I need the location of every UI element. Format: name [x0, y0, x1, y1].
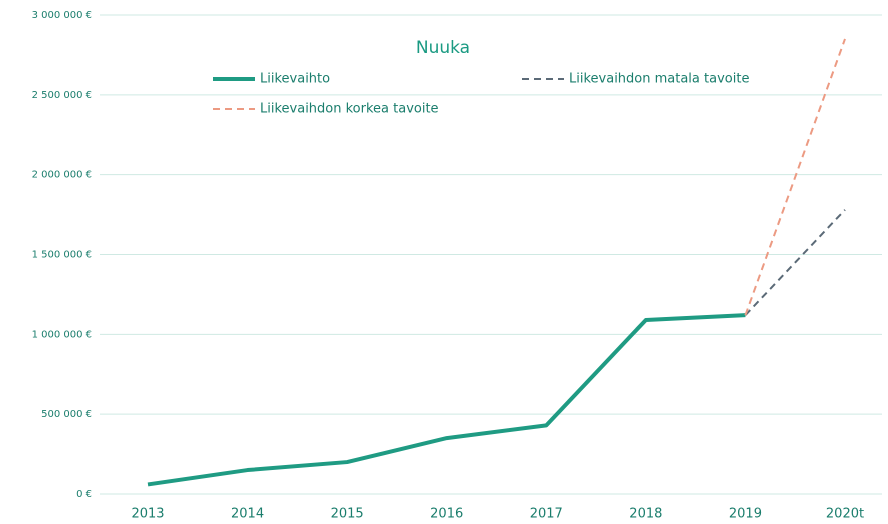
y-tick-label: 1 500 000 € — [32, 250, 92, 261]
y-tick-label: 3 000 000 € — [32, 10, 92, 21]
x-tick-label: 2014 — [231, 507, 264, 522]
series-line — [744, 38, 846, 316]
x-tick-label: 2018 — [629, 507, 662, 522]
x-tick-label: 2015 — [331, 507, 364, 522]
y-tick-label: 2 000 000 € — [32, 170, 92, 181]
series-line — [744, 209, 846, 316]
y-tick-label: 500 000 € — [41, 409, 92, 420]
x-tick-label: 2016 — [430, 507, 463, 522]
y-tick-label: 2 500 000 € — [32, 90, 92, 101]
series-line — [147, 313, 746, 487]
x-tick-label: 2017 — [530, 507, 563, 522]
legend-label: Liikevaihdon matala tavoite — [569, 72, 749, 87]
chart-title: Nuuka — [416, 38, 470, 58]
legend-label: Liikevaihto — [260, 72, 330, 87]
x-tick-label: 2013 — [131, 507, 164, 522]
legend-label: Liikevaihdon korkea tavoite — [260, 102, 439, 117]
x-tick-label: 2020t — [826, 507, 864, 522]
x-tick-label: 2019 — [729, 507, 762, 522]
y-tick-label: 1 000 000 € — [32, 329, 92, 340]
y-tick-label: 0 € — [76, 489, 92, 500]
